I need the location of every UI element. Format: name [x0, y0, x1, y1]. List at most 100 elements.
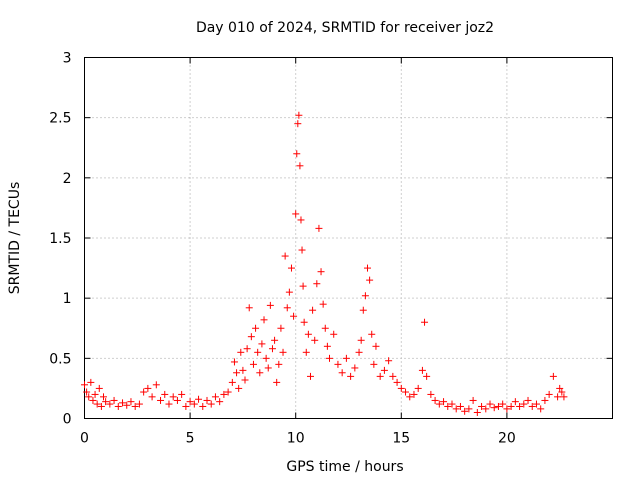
data-point	[440, 398, 448, 406]
data-point	[473, 408, 481, 416]
data-point	[554, 393, 562, 401]
data-point	[323, 342, 331, 350]
data-point	[216, 398, 224, 406]
data-points	[81, 111, 568, 416]
data-point	[397, 384, 405, 392]
x-tick-label: 20	[498, 431, 516, 447]
chart-title: Day 010 of 2024, SRMTID for receiver joz…	[196, 20, 494, 36]
data-point	[465, 405, 473, 413]
data-point	[427, 390, 435, 398]
data-point	[402, 388, 410, 396]
y-tick-label: 0	[63, 412, 72, 428]
data-point	[203, 396, 211, 404]
data-point	[357, 336, 365, 344]
data-point	[258, 340, 266, 348]
data-point	[511, 398, 519, 406]
data-point	[393, 378, 401, 386]
data-point	[423, 372, 431, 380]
data-point	[347, 372, 355, 380]
data-point	[418, 366, 426, 374]
data-point	[131, 402, 139, 410]
data-point	[370, 360, 378, 368]
data-point	[334, 360, 342, 368]
x-tick-labels: 0 5 10 15 20	[80, 431, 516, 447]
data-point	[338, 369, 346, 377]
data-point	[254, 348, 262, 356]
data-point	[298, 246, 306, 254]
data-point	[123, 401, 131, 409]
data-point	[97, 402, 105, 410]
data-point	[81, 381, 88, 389]
data-point	[173, 396, 181, 404]
data-point	[157, 396, 165, 404]
data-point	[161, 390, 169, 398]
data-point	[319, 300, 327, 308]
data-point	[249, 360, 257, 368]
data-point	[140, 388, 148, 396]
x-tick-label: 5	[186, 431, 195, 447]
data-point	[351, 364, 359, 372]
data-point	[306, 372, 314, 380]
data-point	[165, 400, 173, 408]
data-point	[119, 399, 127, 407]
data-point	[372, 342, 380, 350]
axis-ticks	[84, 57, 613, 419]
data-point	[385, 357, 393, 365]
data-point	[431, 396, 439, 404]
data-point	[230, 358, 238, 366]
data-point	[366, 276, 374, 284]
data-point	[541, 396, 549, 404]
data-point	[190, 400, 198, 408]
data-point	[243, 345, 251, 353]
data-point	[135, 400, 143, 408]
data-point	[325, 354, 333, 362]
data-point	[186, 398, 194, 406]
data-point	[380, 366, 388, 374]
data-point	[220, 390, 228, 398]
y-tick-label: 3	[63, 51, 72, 67]
data-point	[224, 388, 232, 396]
data-point	[271, 336, 279, 344]
data-point	[262, 354, 270, 362]
data-point	[330, 330, 338, 338]
data-point	[482, 405, 490, 413]
data-point	[321, 324, 329, 332]
data-point	[148, 393, 156, 401]
data-point	[247, 333, 255, 341]
data-point	[114, 402, 122, 410]
data-point	[169, 393, 177, 401]
data-point	[152, 381, 160, 389]
data-point	[558, 388, 566, 396]
data-point	[93, 400, 101, 408]
data-point	[285, 288, 293, 296]
data-point	[294, 120, 302, 128]
data-point	[532, 400, 540, 408]
x-tick-label: 10	[287, 431, 305, 447]
x-axis-label: GPS time / hours	[286, 459, 403, 475]
data-point	[91, 390, 99, 398]
data-point	[444, 402, 452, 410]
y-axis-label: SRMTID / TECUs	[7, 182, 23, 295]
data-point	[287, 264, 295, 272]
data-point	[144, 384, 152, 392]
data-point	[435, 400, 443, 408]
data-point	[297, 216, 305, 224]
data-point	[421, 318, 429, 326]
data-point	[87, 378, 95, 386]
data-point	[537, 405, 545, 413]
data-point	[311, 336, 319, 344]
data-point	[290, 312, 298, 320]
data-point	[520, 400, 528, 408]
data-point	[490, 404, 498, 412]
data-point	[452, 405, 460, 413]
y-tick-label: 1	[63, 291, 72, 307]
data-point	[309, 306, 317, 314]
data-point	[524, 396, 532, 404]
data-point	[268, 345, 276, 353]
data-point	[228, 378, 236, 386]
data-point	[292, 210, 300, 218]
data-point	[245, 304, 253, 312]
grid	[84, 57, 613, 419]
data-point	[364, 264, 372, 272]
